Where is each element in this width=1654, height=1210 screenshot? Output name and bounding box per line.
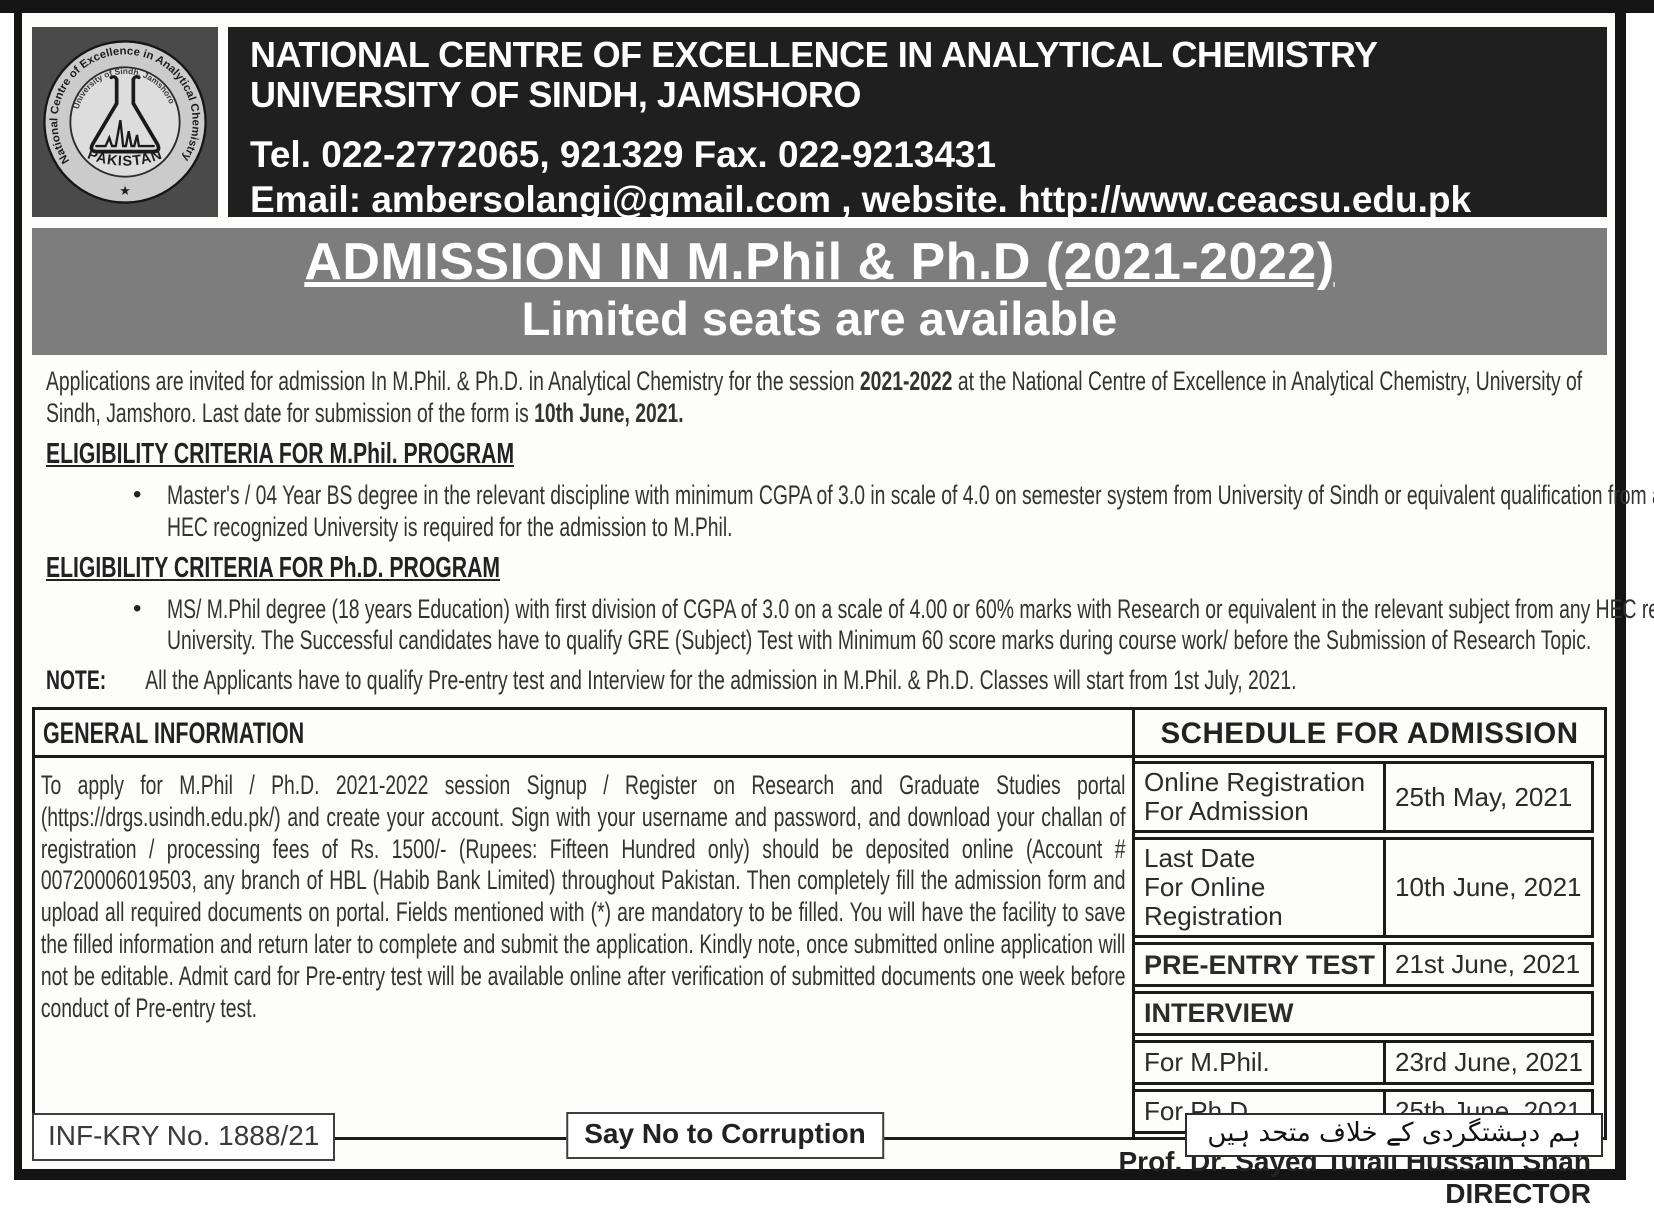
intro-paragraph: Applications are invited for admission I… <box>46 366 1620 430</box>
banner-title: ADMISSION IN M.Phil & Ph.D (2021-2022) <box>304 233 1335 291</box>
phd-bullet-row: • MS/ M.Phil degree (18 years Education)… <box>32 594 1654 658</box>
intro-text-2: at the National Centre of Excellence in … <box>46 365 1583 428</box>
advert-frame: National Centre of Excellence in Analyti… <box>14 13 1654 1209</box>
general-information-body: To apply for M.Phil / Ph.D. 2021-2022 se… <box>40 769 1126 1023</box>
university-seal-icon: National Centre of Excellence in Analyti… <box>43 40 207 204</box>
admission-banner: ADMISSION IN M.Phil & Ph.D (2021-2022) L… <box>32 228 1607 355</box>
info-schedule-table: GENERAL INFORMATION To apply for M.Phil … <box>32 706 1607 1140</box>
mphil-bullet-row: • Master's / 04 Year BS degree in the re… <box>32 480 1654 544</box>
schedule-label-line: Online Registration <box>1144 766 1366 797</box>
bullet-icon: • <box>133 594 142 622</box>
schedule-label-line: Last Date <box>1144 843 1256 874</box>
intro-text-1: Applications are invited for admission I… <box>46 365 860 396</box>
note-label: NOTE: <box>46 665 107 696</box>
mphil-bullet-text: Master's / 04 Year BS degree in the rele… <box>167 479 1654 542</box>
schedule-row-date: 21st June, 2021 <box>1383 945 1591 985</box>
phd-eligibility-heading: ELIGIBILITY CRITERIA FOR Ph.D. PROGRAM <box>46 552 500 585</box>
schedule-row-interview-mphil: For M.Phil. 23rd June, 2021 <box>1135 1039 1594 1085</box>
intro-session-bold: 2021-2022 <box>859 365 953 396</box>
schedule-label-line: PRE-ENTRY TEST <box>1144 949 1376 980</box>
schedule-row-label: Last Date For Online Registration <box>1135 840 1383 935</box>
schedule-row-label: For M.Phil. <box>1135 1043 1383 1082</box>
advert-reference-box: INF-KRY No. 1888/21 <box>32 1113 336 1161</box>
schedule-row-label: INTERVIEW <box>1135 994 1591 1032</box>
anti-corruption-slogan-box: Say No to Corruption <box>566 1112 884 1159</box>
director-title: DIRECTOR <box>1445 1177 1591 1209</box>
note-row: NOTE: All the Applicants have to qualify … <box>46 665 1620 697</box>
schedule-label-line: INTERVIEW <box>1144 998 1294 1029</box>
advert-content: National Centre of Excellence in Analyti… <box>22 13 1654 1209</box>
general-information-header-text: GENERAL INFORMATION <box>43 716 305 750</box>
general-information-header: GENERAL INFORMATION <box>35 710 1132 758</box>
schedule-row-online-registration: Online Registration For Admission 25th M… <box>1135 760 1594 834</box>
schedule-cell: SCHEDULE FOR ADMISSION Online Registrati… <box>1135 710 1604 1137</box>
footer: INF-KRY No. 1888/21 Say No to Corruption… <box>32 1109 1607 1161</box>
schedule-label-line: For Admission <box>1144 796 1309 827</box>
mphil-eligibility-heading: ELIGIBILITY CRITERIA FOR M.Phil. PROGRAM <box>46 438 515 471</box>
top-border-bar <box>0 0 1654 13</box>
note-text: All the Applicants have to qualify Pre-e… <box>145 665 1297 696</box>
schedule-row-pre-entry-test: PRE-ENTRY TEST 21st June, 2021 <box>1135 942 1594 988</box>
logo-country-text: PAKISTAN <box>85 147 164 170</box>
schedule-label-line: For M.Phil. <box>1144 1046 1270 1077</box>
schedule-row-interview: INTERVIEW <box>1135 991 1594 1036</box>
org-name-line1: NATIONAL CENTRE OF EXCELLENCE IN ANALYTI… <box>250 34 1378 75</box>
org-name-line2: UNIVERSITY OF SINDH, JAMSHORO <box>250 74 861 116</box>
schedule-row-label: Online Registration For Admission <box>1135 764 1383 830</box>
university-logo: National Centre of Excellence in Analyti… <box>32 27 218 217</box>
phone-fax-line: Tel. 022-2772065, 921329 Fax. 022-921343… <box>250 133 997 175</box>
header: National Centre of Excellence in Analyti… <box>32 27 1607 220</box>
schedule-rows: Online Registration For Admission 25th M… <box>1135 758 1604 1137</box>
schedule-label-line: For Online Registration <box>1144 872 1283 932</box>
schedule-row-label: PRE-ENTRY TEST <box>1135 945 1383 984</box>
schedule-row-last-date: Last Date For Online Registration 10th J… <box>1135 837 1594 939</box>
intro-lastdate-bold: 10th June, 2021. <box>534 397 684 428</box>
bullet-icon: • <box>133 480 142 508</box>
schedule-row-date: 23rd June, 2021 <box>1383 1042 1591 1082</box>
schedule-row-date: 10th June, 2021 <box>1383 840 1591 936</box>
email-website-line: Email: ambersolangi@gmail.com , website.… <box>250 178 1472 220</box>
star-icon: ★ <box>119 183 131 198</box>
header-text-block: NATIONAL CENTRE OF EXCELLENCE IN ANALYTI… <box>228 27 1607 220</box>
schedule-header: SCHEDULE FOR ADMISSION <box>1135 710 1604 758</box>
phd-bullet-text: MS/ M.Phil degree (18 years Education) w… <box>167 593 1654 656</box>
urdu-slogan-box: ہم دہشتگردی کے خلاف متحد ہیں <box>1185 1113 1603 1157</box>
banner-subtitle: Limited seats are available <box>521 292 1118 346</box>
flask-icon <box>89 75 161 154</box>
schedule-row-date: 25th May, 2021 <box>1383 763 1591 831</box>
general-information-cell: GENERAL INFORMATION To apply for M.Phil … <box>35 709 1135 1137</box>
